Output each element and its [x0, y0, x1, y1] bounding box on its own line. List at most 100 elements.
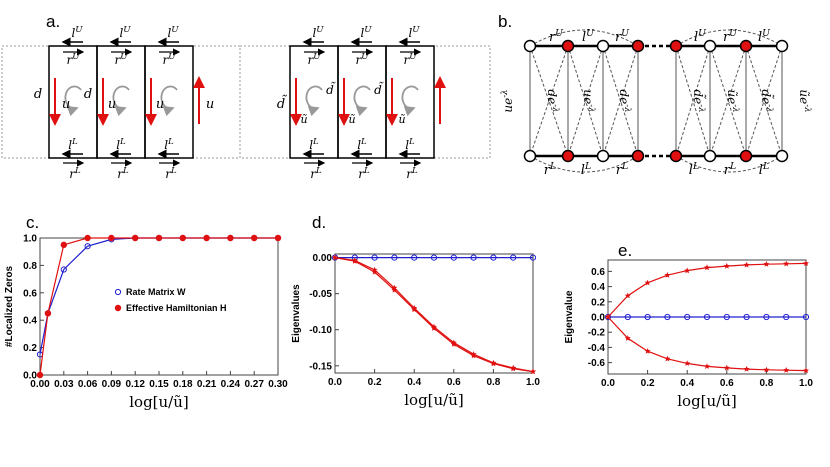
- y-tick-label: 0.6: [23, 288, 37, 299]
- data-point-star: [644, 279, 651, 286]
- data-point: [430, 254, 438, 261]
- label-top: lU: [758, 28, 771, 45]
- data-point-star: [391, 286, 398, 293]
- data-point: [391, 254, 398, 261]
- label-bottom: rL: [544, 161, 556, 178]
- data-point-star: [431, 323, 437, 330]
- legend-label: Rate Matrix W: [126, 287, 186, 297]
- chart-c: 0.00 0.03 0.06 0.09 0.12 0.15 0.18 0.21 0.24 0.27…: [4, 234, 288, 412]
- label-dtilde: d̃: [277, 95, 287, 112]
- x-tick-label: 0.6: [720, 378, 734, 389]
- data-point-star: [743, 365, 750, 372]
- coupling-arc: [675, 29, 783, 47]
- data-point-star: [723, 364, 730, 371]
- site-node: [561, 149, 575, 163]
- y-tick-label: 0.0: [591, 313, 605, 324]
- data-point: [723, 313, 730, 321]
- data-point: [490, 254, 497, 261]
- label-d: d: [34, 87, 42, 102]
- y-tick-label: 0.4: [23, 316, 37, 327]
- data-point: [155, 234, 163, 242]
- label-d: d: [84, 87, 92, 102]
- label-vertical: d̃e-λ: [759, 89, 775, 112]
- label-rU: rU: [307, 52, 321, 67]
- data-point-star: [351, 257, 358, 264]
- x-tick-label: 1.0: [526, 377, 540, 388]
- series-line: [607, 262, 807, 318]
- label-rL: rL: [358, 166, 370, 181]
- label-vertical: d̃e-λ: [691, 89, 707, 112]
- data-point-star: [684, 267, 691, 274]
- label-u: u: [108, 97, 116, 112]
- rotation-arrow: [64, 85, 82, 117]
- data-point: [684, 313, 691, 321]
- panel-label-d: d.: [312, 213, 326, 232]
- label-u: u: [156, 97, 164, 112]
- label-lL: lL: [164, 137, 174, 152]
- data-point-star: [743, 261, 750, 268]
- site-node: [703, 149, 717, 163]
- coupling-line: [602, 45, 639, 157]
- label-bottom: lL: [689, 161, 699, 178]
- y-tick-label: -0.10: [309, 325, 332, 336]
- panel-b-diagram: rU lU rU lU rU lU rL lL rL lL rL lL ue-λ de-λ ue-λ de-λ…: [500, 28, 812, 178]
- label-top: lU: [582, 28, 595, 45]
- data-point: [44, 310, 52, 317]
- x-axis-label: log[u/ũ]: [129, 393, 189, 411]
- data-point: [84, 243, 91, 250]
- x-tick-label: 0.30: [268, 379, 288, 390]
- data-point: [251, 234, 258, 242]
- lattice-cell: [144, 45, 194, 159]
- label-vertical: ue-λ: [500, 89, 515, 112]
- data-point-star: [644, 348, 651, 354]
- data-point-star: [371, 268, 378, 275]
- series-line: [39, 237, 278, 376]
- label-top: rU: [723, 28, 738, 45]
- plot-frame: [334, 253, 534, 374]
- x-tick-label: 0.15: [149, 379, 169, 390]
- lattice-cell: [385, 45, 435, 159]
- data-point: [703, 313, 711, 321]
- label-rU: rU: [403, 52, 417, 67]
- site-node: [775, 39, 789, 53]
- panel-a-diagram: lU rU lL rL lU rU lL rL lU rU lL rL lU rU lL rL lU rU lL rL…: [1, 25, 491, 181]
- label-rU: rU: [355, 52, 369, 67]
- x-tick-label: 0.6: [447, 377, 461, 388]
- site-node: [523, 39, 537, 53]
- label-rU: rU: [114, 52, 128, 67]
- series-line: [334, 257, 534, 373]
- label-lU: lU: [71, 25, 83, 40]
- rotation-arrow: [160, 85, 178, 117]
- data-point: [783, 313, 790, 321]
- label-lL: lL: [309, 137, 319, 152]
- label-u: u: [206, 97, 214, 112]
- data-point-star: [391, 284, 398, 291]
- data-point: [179, 234, 186, 242]
- site-node: [523, 149, 537, 163]
- data-point-star: [490, 359, 497, 366]
- label-utilde: ũ: [300, 113, 307, 126]
- y-tick-label: -0.05: [309, 289, 332, 300]
- data-point: [510, 254, 517, 261]
- label-dtilde: d̃: [326, 81, 336, 97]
- label-lL: lL: [357, 137, 367, 152]
- label-top: lU: [694, 28, 707, 45]
- data-point-star: [704, 264, 710, 271]
- y-axis-label: #Localized Zeros: [4, 265, 15, 347]
- data-point: [644, 313, 651, 321]
- data-point-star: [704, 363, 710, 369]
- site-node: [739, 149, 753, 163]
- data-point-star: [450, 339, 457, 346]
- data-point: [227, 234, 234, 242]
- label-lL: lL: [405, 137, 415, 152]
- data-point: [743, 313, 750, 321]
- label-bottom: lL: [581, 161, 591, 178]
- label-top: rU: [549, 28, 564, 45]
- rotation-arrow: [353, 85, 371, 117]
- x-tick-label: 0.2: [368, 377, 382, 388]
- label-utilde: ũ: [348, 113, 355, 126]
- coupling-line: [709, 45, 747, 157]
- site-node: [669, 39, 683, 53]
- x-tick-label: 0.0: [328, 377, 342, 388]
